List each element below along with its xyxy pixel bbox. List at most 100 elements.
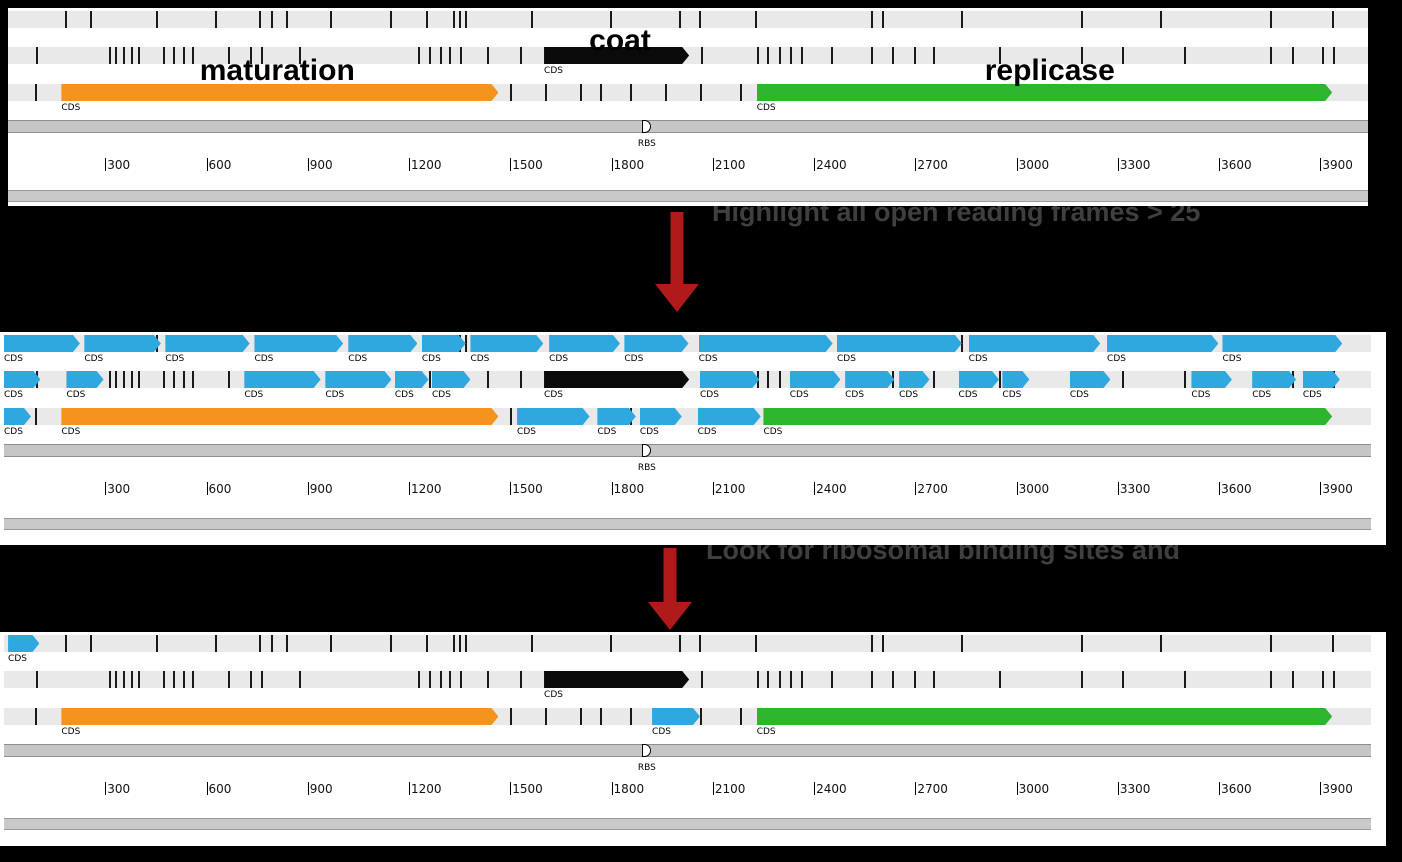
coat-cds[interactable] [544,47,689,64]
cds-label: CDS [544,390,563,400]
cds-label: CDS [1069,390,1089,400]
orf[interactable] [432,371,470,388]
orf[interactable] [959,371,1000,388]
orf[interactable] [624,335,688,352]
coat-cds[interactable] [544,371,689,388]
orf[interactable] [422,335,466,352]
orf[interactable] [4,408,31,425]
cds-label: CDS [899,390,919,400]
stop-codon-tick [932,671,935,688]
ruler-label: 900 [309,158,333,172]
horizontal-scrollbar[interactable] [8,190,1368,202]
orf[interactable] [899,371,929,388]
ruler-tick [206,158,208,171]
stop-codon-tick [1322,47,1325,64]
orf[interactable] [165,335,249,352]
orf[interactable] [8,635,39,652]
orf[interactable] [1252,371,1296,388]
orf[interactable] [1191,371,1232,388]
orf[interactable] [1107,335,1218,352]
orf[interactable] [4,371,40,388]
orf[interactable] [969,335,1101,352]
orf[interactable] [395,371,429,388]
stop-codon-tick [418,47,421,64]
orf[interactable] [1303,371,1340,388]
stop-codon-tick [630,84,633,101]
cds-label: CDS [61,427,81,437]
orf[interactable] [4,335,80,352]
stop-codon-tick [228,371,231,388]
orf[interactable] [66,371,103,388]
stop-codon-tick [258,11,261,28]
stop-codon-tick [520,371,523,388]
stop-codon-tick [35,408,38,425]
lysis-cds[interactable] [652,708,700,725]
orf[interactable] [244,371,320,388]
stop-codon-tick [999,47,1002,64]
ruler-label: 3900 [1322,482,1353,496]
orf[interactable] [254,335,343,352]
ruler-label: 2700 [917,482,948,496]
orf[interactable] [517,408,590,425]
stop-codon-tick [35,84,38,101]
orf[interactable] [348,335,417,352]
maturation-cds[interactable] [61,708,498,725]
stop-codon-tick [870,47,873,64]
orf[interactable] [1222,335,1342,352]
maturation-cds[interactable] [61,408,498,425]
ruler-label: 900 [309,782,333,796]
orf[interactable] [597,408,635,425]
horizontal-scrollbar[interactable] [4,818,1371,830]
cds-label: CDS [325,390,345,400]
orf[interactable] [640,408,682,425]
stop-codon-tick [464,11,467,28]
orf[interactable] [698,408,761,425]
orf[interactable] [84,335,161,352]
stop-codon-tick [108,47,111,64]
ruler-label: 2100 [714,158,746,172]
stop-codon-tick [881,635,884,652]
coat-cds[interactable] [544,671,689,688]
orf[interactable] [837,335,962,352]
stop-codon-tick [609,11,612,28]
orf[interactable] [325,371,391,388]
ruler-tick [1117,482,1119,495]
ruler-tick [814,782,816,795]
orf[interactable] [700,371,759,388]
cds-label: CDS [624,354,644,364]
orf[interactable] [549,335,620,352]
cds-label: CDS [348,354,368,364]
stop-codon-tick [285,635,288,652]
gene-name-label: coat [589,24,651,57]
horizontal-scrollbar[interactable] [4,518,1371,530]
ruler-tick [611,782,613,795]
orf[interactable] [699,335,833,352]
stop-codon-tick [138,371,141,388]
replicase-cds[interactable] [763,408,1332,425]
stop-codon-tick [1333,671,1336,688]
orf[interactable] [1070,371,1111,388]
replicase-cds[interactable] [757,84,1332,101]
stop-codon-tick [214,11,217,28]
ruler-tick [307,482,309,495]
stop-codon-tick [425,11,428,28]
replicase-cds[interactable] [757,708,1332,725]
rbs-marker[interactable] [642,120,652,133]
ruler-label: 1800 [613,482,645,496]
orf[interactable] [1002,371,1029,388]
orf[interactable] [790,371,841,388]
maturation-cds[interactable] [61,84,498,101]
orf[interactable] [470,335,543,352]
stop-codon-tick [122,671,125,688]
stop-codon-tick [1160,635,1163,652]
stop-codon-tick [172,671,175,688]
stop-codon-tick [428,671,431,688]
stop-codon-tick [830,671,833,688]
rbs-marker[interactable] [642,744,652,757]
rbs-marker[interactable] [642,444,652,457]
ruler-label: 2700 [917,782,948,796]
genome-tracks: CDS CDS CDS CDS CDS CDS CDS CDS CDS CDS CDS CDS CDS C… [4,332,1371,545]
orf[interactable] [845,371,894,388]
stop-codon-tick [1322,671,1325,688]
